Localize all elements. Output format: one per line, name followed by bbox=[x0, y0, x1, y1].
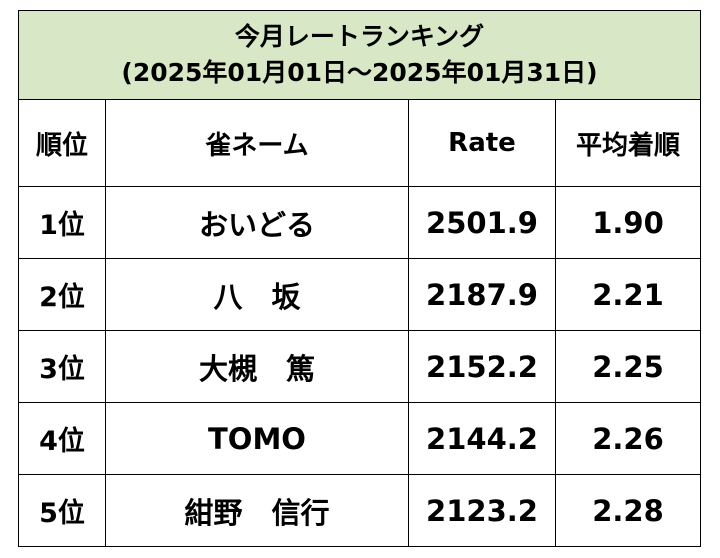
table-row: 3位 大槻 篤 2152.2 2.25 bbox=[18, 330, 701, 403]
table-cell: 1位 bbox=[18, 186, 106, 259]
title-row: 今月レートランキング (2025年01月01日〜2025年01月31日) bbox=[18, 10, 701, 100]
title-line: 今月レートランキング bbox=[234, 22, 485, 51]
table-row: 4位 TOMO 2144.2 2.26 bbox=[18, 402, 701, 475]
title-cell: 今月レートランキング (2025年01月01日〜2025年01月31日) bbox=[18, 10, 701, 100]
table-cell: 3位 bbox=[18, 330, 106, 403]
table-cell: 2152.2 bbox=[408, 330, 556, 403]
ranking-table: 今月レートランキング (2025年01月01日〜2025年01月31日) 順位雀… bbox=[18, 10, 701, 547]
table-row: 5位 紺野 信行 2123.2 2.28 bbox=[18, 474, 701, 547]
table-cell: 2501.9 bbox=[408, 186, 556, 259]
table-cell: 2.21 bbox=[555, 258, 701, 331]
column-header-row: 順位 雀ネーム Rate 平均着順 bbox=[18, 99, 701, 187]
table-row: 2位八 坂 2187.9 2.21 bbox=[18, 258, 701, 331]
table-cell: 2144.2 bbox=[408, 402, 556, 475]
table-cell: おいどる bbox=[105, 186, 409, 259]
table-cell: 2123.2 bbox=[408, 474, 556, 547]
table-body: 1位 おいどる 2501.9 1.90 2位八 坂 2187.9 2.21 3位 大槻 篤 215… bbox=[18, 186, 701, 547]
table-cell: 紺野 信行 bbox=[105, 474, 409, 547]
table-cell: 5位 bbox=[18, 474, 106, 547]
table-cell: 2.25 bbox=[555, 330, 701, 403]
table-cell: 1.90 bbox=[555, 186, 701, 259]
table-row: 1位 おいどる 2501.9 1.90 bbox=[18, 186, 701, 259]
table-cell: 2187.9 bbox=[408, 258, 556, 331]
column-header: 平均着順 bbox=[555, 99, 701, 187]
table-cell: 八 坂 bbox=[105, 258, 409, 331]
table-cell: 2.28 bbox=[555, 474, 701, 547]
table-cell: TOMO bbox=[105, 402, 409, 475]
table-cell: 4位 bbox=[18, 402, 106, 475]
column-header: Rate bbox=[408, 99, 556, 187]
table-cell: 2.26 bbox=[555, 402, 701, 475]
table-cell: 2位 bbox=[18, 258, 106, 331]
table-cell: 大槻 篤 bbox=[105, 330, 409, 403]
column-header: 雀ネーム bbox=[105, 99, 409, 187]
title-period: (2025年01月01日〜2025年01月31日) bbox=[121, 58, 598, 87]
column-header: 順位 bbox=[18, 99, 106, 187]
